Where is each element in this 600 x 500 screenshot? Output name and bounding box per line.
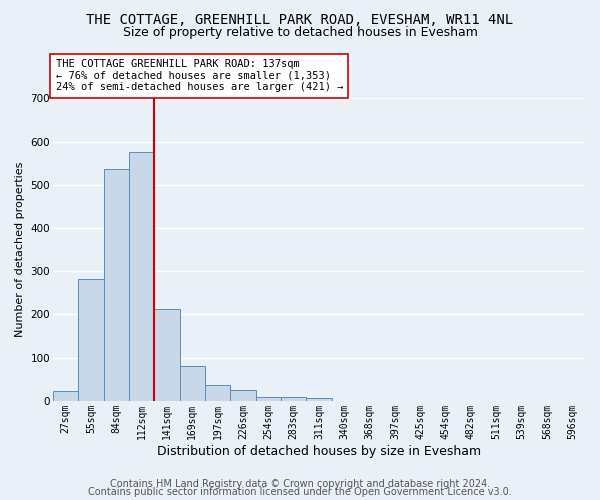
- Text: THE COTTAGE, GREENHILL PARK ROAD, EVESHAM, WR11 4NL: THE COTTAGE, GREENHILL PARK ROAD, EVESHA…: [86, 12, 514, 26]
- Text: Contains public sector information licensed under the Open Government Licence v3: Contains public sector information licen…: [88, 487, 512, 497]
- Bar: [281, 396, 307, 401]
- Bar: [78, 278, 104, 401]
- X-axis label: Distribution of detached houses by size in Evesham: Distribution of detached houses by size …: [157, 444, 481, 458]
- Bar: [230, 390, 256, 401]
- Bar: [205, 386, 230, 401]
- Bar: [179, 366, 205, 401]
- Bar: [256, 396, 281, 401]
- Y-axis label: Number of detached properties: Number of detached properties: [15, 162, 25, 338]
- Bar: [129, 152, 154, 401]
- Text: Size of property relative to detached houses in Evesham: Size of property relative to detached ho…: [122, 26, 478, 39]
- Bar: [53, 390, 78, 401]
- Bar: [154, 310, 179, 401]
- Bar: [307, 398, 332, 401]
- Text: Contains HM Land Registry data © Crown copyright and database right 2024.: Contains HM Land Registry data © Crown c…: [110, 479, 490, 489]
- Text: THE COTTAGE GREENHILL PARK ROAD: 137sqm
← 76% of detached houses are smaller (1,: THE COTTAGE GREENHILL PARK ROAD: 137sqm …: [56, 59, 343, 92]
- Bar: [104, 169, 129, 401]
